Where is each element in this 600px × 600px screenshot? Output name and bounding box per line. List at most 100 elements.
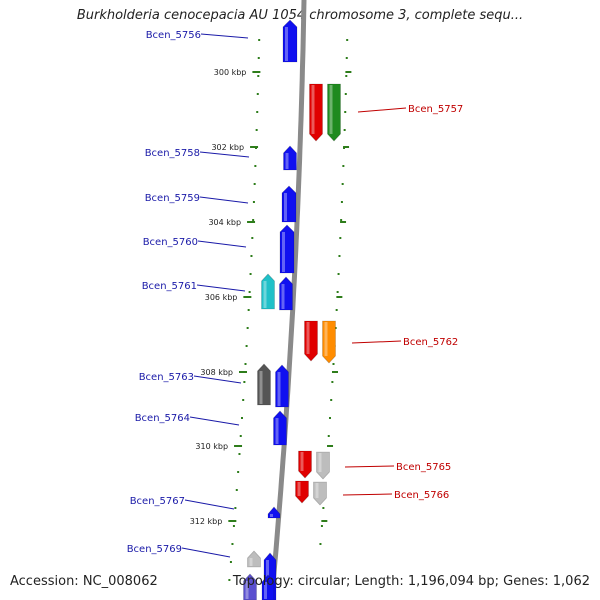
- gene-label-bcen-5762[interactable]: Bcen_5762: [403, 337, 458, 348]
- gene-arrow-bcen-5757-neighbor[interactable]: [327, 83, 341, 142]
- outer-tick-dot: [344, 93, 347, 95]
- gene-label-bcen-5766[interactable]: Bcen_5766: [394, 490, 449, 501]
- outer-tick-dot: [343, 129, 346, 131]
- gene-arrow-bcen-5757-neighbor-shine: [329, 85, 333, 134]
- inner-tick-dot: [256, 111, 259, 113]
- inner-tick-dot: [234, 507, 237, 509]
- outer-tick-dot: [319, 543, 322, 545]
- outer-tick-dot: [332, 363, 335, 365]
- kbp-label: 310 kbp: [195, 442, 228, 451]
- gene-arrow-bcen-5767-shine: [270, 514, 273, 517]
- inner-tick-dot: [231, 543, 234, 545]
- gene-arrow-bcen-5762-neighbor-shine: [324, 322, 328, 356]
- gene-arrow-bcen-5761-shine: [281, 284, 285, 309]
- gene-arrow-bcen-5758-shine: [285, 153, 289, 169]
- gene-arrow-bcen-5765[interactable]: [298, 450, 312, 479]
- outer-tick-dot: [335, 309, 338, 311]
- leader-line: [357, 107, 407, 113]
- gene-arrow-bcen-5766-neighbor[interactable]: [313, 481, 327, 506]
- gene-arrow-lower-gene-a-shine: [245, 581, 249, 599]
- gene-label-bcen-5767[interactable]: Bcen_5767: [130, 496, 185, 507]
- topology-info: Topology: circular; Length: 1,196,094 bp…: [232, 574, 590, 589]
- outer-tick-dot: [344, 111, 347, 113]
- leader-line: [197, 240, 247, 248]
- inner-tick-dot: [235, 489, 238, 491]
- gene-arrow-lower-gene-b-shine: [264, 582, 267, 599]
- gene-arrow-bcen-5764[interactable]: [273, 410, 287, 446]
- gene-arrow-lower-gene-a[interactable]: [243, 573, 257, 600]
- gene-arrow-bcen-5766[interactable]: [295, 480, 309, 504]
- gene-arrow-bcen-5765-shine: [300, 452, 304, 471]
- gene-arrow-bcen-5763[interactable]: [257, 363, 271, 406]
- kbp-label: 300 kbp: [214, 68, 247, 77]
- outer-tick-dot: [330, 399, 333, 401]
- gene-arrow-bcen-5767[interactable]: [267, 506, 281, 519]
- leader-line: [196, 284, 246, 292]
- inner-tick-dot: [257, 57, 260, 59]
- outer-tick-dot: [328, 417, 331, 419]
- inner-tick-dot: [249, 273, 252, 275]
- inner-tick-dot: [228, 579, 231, 581]
- outer-tick-dot: [320, 525, 323, 527]
- gene-label-bcen-5756[interactable]: Bcen_5756: [146, 30, 201, 41]
- gene-arrow-lower-gene-b[interactable]: [261, 574, 275, 600]
- gene-arrow-bcen-5769-neighbor[interactable]: [247, 550, 261, 568]
- kbp-label: 306 kbp: [205, 293, 238, 302]
- map-title: Burkholderia cenocepacia AU 1054 chromos…: [76, 8, 524, 23]
- gene-arrow-bcen-5758[interactable]: [283, 145, 297, 171]
- outer-tick-dot: [345, 75, 348, 77]
- gene-arrow-bcen-5764-shine: [275, 418, 279, 444]
- gene-label-bcen-5764[interactable]: Bcen_5764: [135, 413, 190, 424]
- inner-tick-dot: [229, 561, 232, 563]
- leader-line: [199, 151, 250, 158]
- gene-arrow-bcen-5765-neighbor[interactable]: [316, 451, 330, 480]
- kbp-label: 304 kbp: [208, 218, 241, 227]
- inner-tick-dot: [256, 93, 259, 95]
- outer-tick-dot: [346, 39, 349, 41]
- gene-arrow-bcen-5761-neighbor-shine: [263, 281, 267, 308]
- gene-arrow-bcen-5762[interactable]: [304, 320, 318, 362]
- outer-tick-dot: [331, 381, 334, 383]
- inner-tick-dot: [252, 219, 255, 221]
- accession-text: Accession: NC_008062: [10, 574, 158, 589]
- leader-line: [351, 340, 402, 344]
- outer-tick-dot: [340, 201, 343, 203]
- gene-arrow-bcen-5762-neighbor[interactable]: [322, 320, 336, 364]
- inner-tick-dot: [255, 129, 258, 131]
- gene-arrow-bcen-5760[interactable]: [279, 224, 295, 274]
- inner-tick-dot: [237, 471, 240, 473]
- outer-tick-dot: [337, 273, 340, 275]
- inner-tick-dot: [257, 75, 260, 77]
- leader-line: [193, 375, 242, 384]
- outer-tick-dot: [322, 507, 325, 509]
- gene-label-bcen-5757[interactable]: Bcen_5757: [408, 104, 463, 115]
- gene-arrow-bcen-5757[interactable]: [309, 83, 323, 142]
- gene-arrow-bcen-5761[interactable]: [279, 276, 293, 311]
- gene-label-bcen-5765[interactable]: Bcen_5765: [396, 462, 451, 473]
- gene-arrow-bcen-5766-shine: [297, 482, 301, 496]
- gene-label-bcen-5763[interactable]: Bcen_5763: [139, 372, 194, 383]
- gene-label-bcen-5759[interactable]: Bcen_5759: [145, 193, 200, 204]
- gene-label-bcen-5769[interactable]: Bcen_5769: [127, 544, 182, 555]
- gene-label-bcen-5761[interactable]: Bcen_5761: [142, 281, 197, 292]
- inner-tick-dot: [245, 345, 248, 347]
- gene-arrow-bcen-5765-neighbor-shine: [318, 453, 322, 472]
- gene-arrow-bcen-5763-neighbor[interactable]: [275, 364, 289, 408]
- inner-tick-dot: [244, 363, 247, 365]
- gene-arrow-bcen-5766-neighbor-shine: [315, 483, 319, 498]
- gene-arrow-bcen-5756-shine: [285, 27, 288, 61]
- gene-arrow-bcen-5759[interactable]: [281, 185, 297, 223]
- gene-label-bcen-5758[interactable]: Bcen_5758: [145, 148, 200, 159]
- gene-arrow-bcen-5756[interactable]: [282, 19, 298, 63]
- outer-tick-dot: [342, 165, 345, 167]
- inner-tick-dot: [250, 255, 253, 257]
- inner-tick-dot: [243, 381, 246, 383]
- gene-arrow-bcen-5761-neighbor[interactable]: [261, 273, 275, 310]
- gene-arrow-bcen-5757-shine: [311, 85, 315, 134]
- gene-arrow-bcen-5760-shine: [282, 232, 285, 272]
- outer-tick-dot: [340, 219, 343, 221]
- gene-label-bcen-5760[interactable]: Bcen_5760: [143, 237, 198, 248]
- leader-line: [199, 196, 249, 204]
- outer-tick-dot: [345, 57, 348, 59]
